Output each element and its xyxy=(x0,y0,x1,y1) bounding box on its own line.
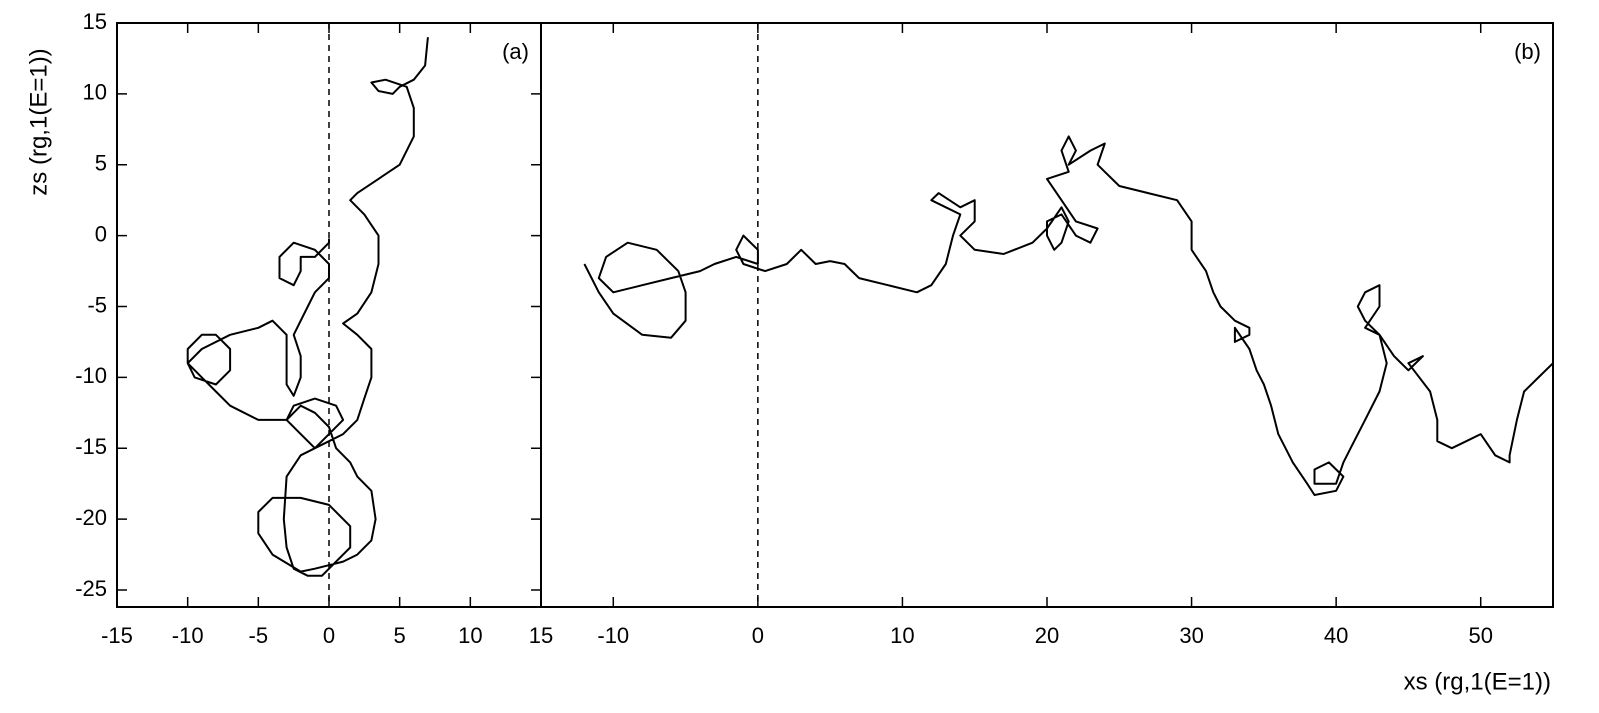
panel-label: (b) xyxy=(1514,39,1541,64)
x-tick-label: 30 xyxy=(1179,623,1203,648)
x-tick-label: 0 xyxy=(752,623,764,648)
x-tick-label: -10 xyxy=(597,623,629,648)
plot-frame xyxy=(540,22,1554,608)
y-tick-label: 10 xyxy=(83,80,107,105)
x-tick-label: 50 xyxy=(1468,623,1492,648)
panel-label: (a) xyxy=(502,39,529,64)
x-tick-label: -15 xyxy=(101,623,133,648)
x-axis-label: xs (rg,1(E=1)) xyxy=(1404,668,1551,695)
y-tick-label: 5 xyxy=(95,151,107,176)
x-tick-label: 10 xyxy=(458,623,482,648)
x-tick-label: 15 xyxy=(529,623,553,648)
x-tick-label: 40 xyxy=(1324,623,1348,648)
y-tick-label: -5 xyxy=(87,292,107,317)
trajectory xyxy=(583,135,1554,496)
y-tick-label: 15 xyxy=(83,9,107,34)
y-axis-label: zs (rg,1(E=1)) xyxy=(25,48,52,195)
x-tick-label: 20 xyxy=(1035,623,1059,648)
y-tick-label: 0 xyxy=(95,221,107,246)
trajectory xyxy=(186,37,429,577)
x-tick-label: -10 xyxy=(172,623,204,648)
x-tick-label: 0 xyxy=(323,623,335,648)
y-tick-label: -10 xyxy=(75,363,107,388)
y-tick-label: -15 xyxy=(75,434,107,459)
x-tick-label: -5 xyxy=(249,623,269,648)
x-tick-label: 10 xyxy=(890,623,914,648)
x-tick-label: 5 xyxy=(394,623,406,648)
y-tick-label: -20 xyxy=(75,505,107,530)
y-tick-label: -25 xyxy=(75,576,107,601)
